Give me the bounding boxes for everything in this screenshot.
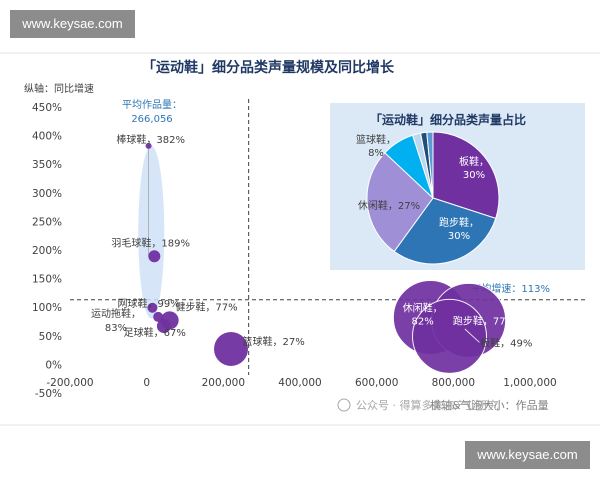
bubble-label: 82% (412, 316, 434, 327)
y-tick-label: 400% (32, 131, 62, 143)
x-tick-label: 0 (143, 377, 150, 389)
source-credit: 公众号 · 得算多未来产业研究 (337, 398, 499, 412)
bubble-2 (148, 250, 161, 263)
y-tick-label: 200% (32, 245, 62, 257)
bubble-label: 足球鞋，67% (124, 326, 186, 339)
x-tick-label: 1,000,000 (503, 377, 556, 389)
y-tick-label: 0% (45, 359, 62, 371)
bubble-6 (156, 319, 171, 334)
bubble-label: 健步鞋，77% (175, 300, 237, 313)
x-tick-label: 800,000 (432, 377, 475, 389)
bubble-7 (214, 331, 248, 366)
y-tick-label: 50% (39, 331, 62, 343)
pie-slice (393, 197, 497, 265)
bubble-label: 板鞋，49% (480, 336, 532, 349)
baseball-shoe-bubble-halo (138, 145, 165, 319)
average-x-label: 平均作品量： (122, 99, 182, 111)
y-tick-label: -50% (35, 388, 62, 400)
bubble-label: 跑步鞋，77% (453, 314, 515, 327)
pie-slice (432, 131, 500, 220)
y-tick-label: 250% (32, 216, 62, 228)
pie-title: 「运动鞋」细分品类声量占比 (370, 112, 526, 127)
pie-slice (426, 131, 434, 199)
x-tick-label: 600,000 (355, 377, 398, 389)
pie-label: 30% (463, 170, 485, 181)
pie-label: 休闲鞋，27% (358, 199, 420, 212)
y-tick-label: 150% (32, 274, 62, 286)
y-tick-label: 300% (32, 188, 62, 200)
pie-label: 篮球鞋， (356, 133, 396, 146)
bubble-layer: 棒球鞋，382% 羽毛球鞋，189% 网球鞋，99%运动拖鞋， 83% 健步鞋，77% 足… (91, 133, 532, 374)
bubble-label: 棒球鞋，382% (116, 133, 185, 146)
chart-title: 「运动鞋」细分品类声量规模及同比增长 (142, 59, 395, 76)
y-tick-label: 450% (32, 102, 62, 114)
y-tick-label: 350% (32, 159, 62, 171)
watermark-top: www.keysae.com (10, 10, 135, 38)
wechat-icon (337, 398, 351, 412)
pie-label: 30% (448, 231, 470, 242)
y-tick-label: 100% (32, 302, 62, 314)
bubble-3 (147, 302, 158, 313)
bubble-label: 休闲鞋， (403, 301, 443, 314)
bubble-label: 网球鞋，99% (118, 297, 180, 310)
pie-label: 8% (368, 148, 384, 159)
bubble-label: 运动拖鞋， (91, 307, 141, 320)
board-shoe-leader (464, 328, 480, 343)
pie-label: 板鞋， (459, 155, 489, 168)
x-tick-label: 200,000 (202, 377, 245, 389)
pie-slice (366, 152, 434, 253)
y-tick-labels: 450% 400% 350% 300% 250% 200% 150% 100% 50% 0% -50… (32, 102, 62, 400)
y-axis-label: 纵轴：同比增速 (24, 82, 94, 95)
x-axis-label: 横轴&气泡大小：作品量 (430, 398, 549, 412)
pie-chart: 板鞋， 30% 跑步鞋， 30% 休闲鞋，27% 篮球鞋， 8% (356, 131, 500, 265)
bubble-label: 羽毛球鞋，189% (111, 236, 190, 249)
x-tick-label: 400,000 (278, 377, 321, 389)
bubble-10 (412, 298, 487, 374)
bubble-label: 篮球鞋，27% (243, 335, 305, 348)
pie-label: 跑步鞋， (439, 216, 479, 229)
average-x-value: 266,056 (131, 114, 172, 125)
source-text: 公众号 · 得算多未来产业研究 (356, 398, 499, 412)
bubble-1 (145, 142, 152, 149)
watermark-bottom: www.keysae.com (465, 441, 590, 469)
bubble-4 (153, 311, 164, 322)
x-tick-labels: -200,000 0 200,000 400,000 600,000 800,000 1,0… (46, 377, 556, 389)
x-tick-label: -200,000 (46, 377, 93, 389)
bubble-label: 83% (105, 323, 127, 334)
